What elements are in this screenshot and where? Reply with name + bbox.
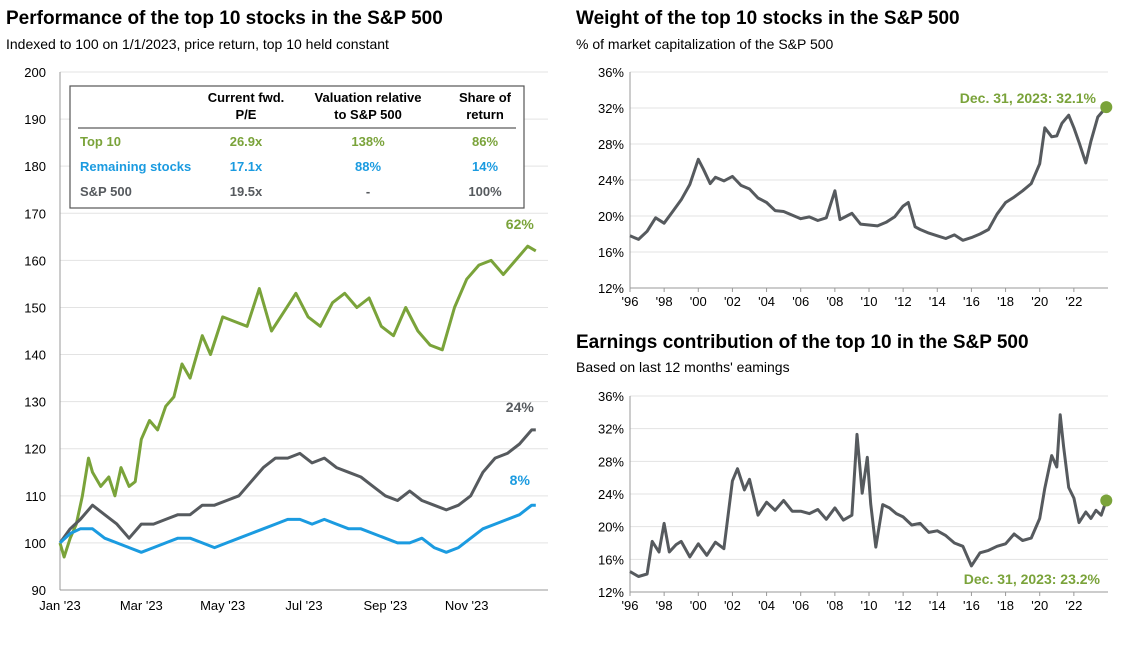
x-tick-label: '00 — [690, 294, 707, 309]
x-tick-label: '18 — [997, 294, 1014, 309]
y-tick-label: 200 — [24, 65, 46, 80]
series-line — [58, 503, 536, 554]
y-tick-label: 12% — [598, 585, 624, 600]
x-tick-label: '96 — [622, 294, 639, 309]
table-row-label: S&P 500 — [80, 184, 132, 199]
x-tick-label: Jul '23 — [285, 598, 322, 613]
y-tick-label: 110 — [25, 489, 46, 504]
left-chart-title: Performance of the top 10 stocks in the … — [6, 8, 443, 29]
y-tick-label: 36% — [598, 65, 624, 80]
x-tick-label: Sep '23 — [363, 598, 407, 613]
table-pe-cell: 17.1x — [230, 159, 263, 174]
x-tick-label: Jan '23 — [39, 598, 81, 613]
x-tick-label: '08 — [826, 294, 843, 309]
x-tick-label: '04 — [758, 294, 775, 309]
table-share-cell: 14% — [472, 159, 498, 174]
y-tick-label: 28% — [598, 137, 624, 152]
series-end-label: 8% — [510, 472, 531, 488]
series-end-label: 24% — [506, 399, 535, 415]
table-header: Share of — [459, 90, 512, 105]
table-share-cell: 100% — [468, 184, 502, 199]
y-tick-label: 150 — [24, 300, 46, 315]
endpoint-annotation: Dec. 31, 2023: 32.1% — [960, 90, 1097, 106]
x-tick-label: '22 — [1065, 598, 1082, 613]
x-tick-label: '16 — [963, 598, 980, 613]
table-pe-cell: 19.5x — [230, 184, 263, 199]
x-tick-label: '98 — [656, 294, 673, 309]
table-header: to S&P 500 — [334, 107, 402, 122]
endpoint-marker — [1100, 494, 1113, 507]
table-header: return — [466, 107, 504, 122]
table-valuation-cell: 138% — [351, 134, 385, 149]
x-tick-label: '02 — [724, 294, 741, 309]
y-tick-label: 16% — [598, 245, 624, 260]
table-share-cell: 86% — [472, 134, 498, 149]
table-pe-cell: 26.9x — [230, 134, 263, 149]
y-tick-label: 32% — [598, 422, 624, 437]
x-tick-label: '20 — [1031, 294, 1048, 309]
endpoint-marker — [1100, 101, 1113, 114]
series-end-label: 62% — [506, 216, 535, 232]
table-header: P/E — [236, 107, 257, 122]
earnings-chart-subtitle: Based on last 12 months' eamings — [576, 359, 790, 375]
table-header: Valuation relative — [315, 90, 422, 105]
x-tick-label: '22 — [1065, 294, 1082, 309]
x-tick-label: '06 — [792, 598, 809, 613]
y-tick-label: 160 — [24, 253, 46, 268]
earnings-chart-title: Earnings contribution of the top 10 in t… — [576, 332, 1029, 353]
y-tick-label: 24% — [598, 487, 624, 502]
table-header: Current fwd. — [208, 90, 285, 105]
x-tick-label: '96 — [622, 598, 639, 613]
y-tick-label: 36% — [598, 389, 624, 404]
x-tick-label: '04 — [758, 598, 775, 613]
table-row-label: Top 10 — [80, 134, 121, 149]
left-chart-subtitle: Indexed to 100 on 1/1/2023, price return… — [6, 36, 389, 52]
y-tick-label: 90 — [32, 583, 46, 598]
y-tick-label: 20% — [598, 520, 624, 535]
y-tick-label: 24% — [598, 173, 624, 188]
x-tick-label: '14 — [929, 294, 946, 309]
x-tick-label: Mar '23 — [120, 598, 163, 613]
weight-chart-title: Weight of the top 10 stocks in the S&P 5… — [576, 8, 960, 29]
x-tick-label: '12 — [895, 598, 912, 613]
y-tick-label: 32% — [598, 101, 624, 116]
y-tick-label: 100 — [24, 536, 46, 551]
series-line — [629, 413, 1108, 578]
y-tick-label: 130 — [24, 395, 46, 410]
x-tick-label: Nov '23 — [445, 598, 489, 613]
x-tick-label: '00 — [690, 598, 707, 613]
table-valuation-cell: 88% — [355, 159, 381, 174]
x-tick-label: '10 — [861, 294, 878, 309]
x-tick-label: '08 — [826, 598, 843, 613]
y-tick-label: 20% — [598, 209, 624, 224]
y-tick-label: 190 — [24, 112, 46, 127]
valuation-table-box — [69, 85, 525, 209]
series-line — [58, 244, 537, 559]
x-tick-label: '98 — [656, 598, 673, 613]
y-tick-label: 120 — [24, 442, 46, 457]
y-tick-label: 180 — [24, 159, 46, 174]
x-tick-label: May '23 — [200, 598, 245, 613]
x-tick-label: '12 — [895, 294, 912, 309]
x-tick-label: '18 — [997, 598, 1014, 613]
x-tick-label: '16 — [963, 294, 980, 309]
x-tick-label: '02 — [724, 598, 741, 613]
series-line — [629, 106, 1108, 242]
y-tick-label: 12% — [598, 281, 624, 296]
table-row-label: Remaining stocks — [80, 159, 191, 174]
x-tick-label: '10 — [861, 598, 878, 613]
endpoint-annotation: Dec. 31, 2023: 23.2% — [964, 571, 1101, 587]
series-line — [58, 428, 536, 544]
y-tick-label: 140 — [24, 348, 46, 363]
y-tick-label: 28% — [598, 454, 624, 469]
x-tick-label: '20 — [1031, 598, 1048, 613]
x-tick-label: '14 — [929, 598, 946, 613]
x-tick-label: '06 — [792, 294, 809, 309]
y-tick-label: 170 — [24, 206, 46, 221]
weight-chart-subtitle: % of market capitalization of the S&P 50… — [576, 36, 834, 52]
y-tick-label: 16% — [598, 552, 624, 567]
table-valuation-cell: - — [366, 184, 370, 199]
